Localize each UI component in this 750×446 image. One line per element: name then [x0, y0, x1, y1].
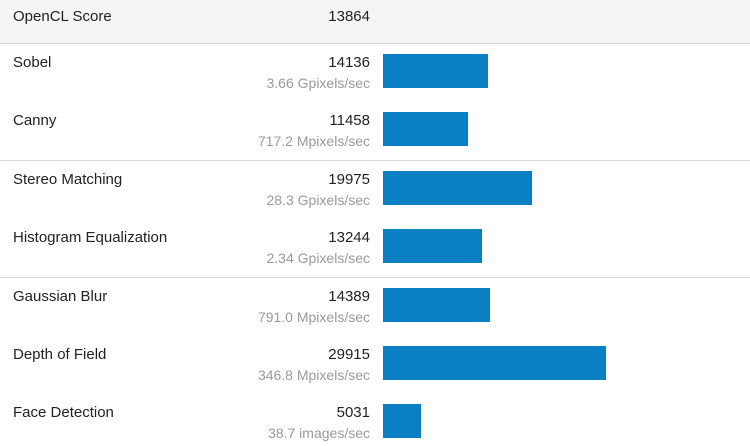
score-bar-histogram-equalization [383, 229, 482, 263]
benchmark-row-depth-of-field: Depth of Field 29915 346.8 Mpixels/sec [0, 336, 750, 395]
benchmark-score: 14136 [328, 54, 370, 71]
benchmark-rate: 2.34 Gpixels/sec [266, 250, 371, 266]
benchmark-row-face-detection: Face Detection 5031 38.7 images/sec [0, 394, 750, 446]
benchmark-row-stereo-matching: Stereo Matching 19975 28.3 Gpixels/sec [0, 161, 750, 220]
benchmark-rate: 717.2 Mpixels/sec [257, 133, 370, 149]
benchmark-row-gaussian-blur: Gaussian Blur 14389 791.0 Mpixels/sec [0, 278, 750, 337]
score-bar-canny [383, 112, 468, 146]
benchmark-name: Face Detection [13, 404, 114, 421]
opencl-score-row: OpenCL Score 13864 [0, 0, 750, 44]
benchmark-rate: 346.8 Mpixels/sec [257, 367, 370, 383]
benchmark-score: 13244 [328, 229, 370, 246]
score-bar-face-detection [383, 404, 421, 438]
benchmark-rate: 791.0 Mpixels/sec [257, 309, 370, 325]
benchmark-score: 11458 [329, 112, 370, 129]
benchmark-score: 19975 [328, 171, 370, 188]
benchmark-row-histogram-equalization: Histogram Equalization 13244 2.34 Gpixels/… [0, 219, 750, 278]
score-bar-sobel [383, 54, 488, 88]
benchmark-score: 29915 [328, 346, 370, 363]
benchmark-rate: 38.7 images/sec [268, 425, 370, 441]
benchmark-rate: 28.3 Gpixels/sec [266, 192, 371, 208]
score-bar-stereo-matching [383, 171, 532, 205]
benchmark-row-canny: Canny 11458 717.2 Mpixels/sec [0, 102, 750, 161]
benchmark-row-sobel: Sobel 14136 3.66 Gpixels/sec [0, 44, 750, 103]
benchmark-name: Gaussian Blur [13, 288, 108, 305]
benchmark-name: Sobel [13, 54, 52, 71]
benchmark-name: Canny [13, 112, 57, 129]
benchmark-name: Histogram Equalization [13, 229, 168, 246]
score-bar-gaussian-blur [383, 288, 490, 322]
benchmark-score: 5031 [336, 404, 370, 421]
opencl-score-label: OpenCL Score [13, 8, 112, 25]
score-bar-depth-of-field [383, 346, 606, 380]
opencl-score-value: 13864 [328, 8, 370, 25]
benchmark-name: Stereo Matching [13, 171, 123, 188]
benchmark-score: 14389 [328, 288, 370, 305]
benchmark-name: Depth of Field [13, 346, 107, 363]
benchmark-rate: 3.66 Gpixels/sec [266, 75, 371, 91]
